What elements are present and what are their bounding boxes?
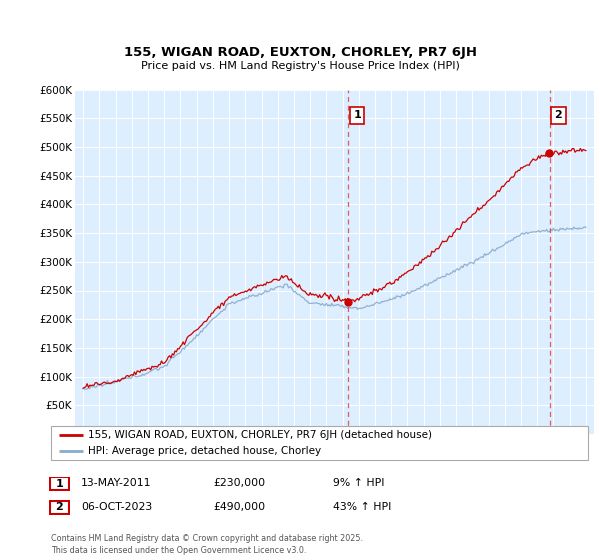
Text: 2: 2 — [56, 502, 63, 512]
Text: £490,000: £490,000 — [213, 502, 265, 512]
FancyBboxPatch shape — [50, 477, 68, 491]
Text: HPI: Average price, detached house, Chorley: HPI: Average price, detached house, Chor… — [88, 446, 320, 456]
Text: Price paid vs. HM Land Registry's House Price Index (HPI): Price paid vs. HM Land Registry's House … — [140, 61, 460, 71]
Text: 06-OCT-2023: 06-OCT-2023 — [81, 502, 152, 512]
Text: £230,000: £230,000 — [213, 478, 265, 488]
Text: 13-MAY-2011: 13-MAY-2011 — [81, 478, 151, 488]
Text: Contains HM Land Registry data © Crown copyright and database right 2025.
This d: Contains HM Land Registry data © Crown c… — [51, 534, 363, 555]
Text: 2: 2 — [554, 110, 562, 120]
Text: 1: 1 — [353, 110, 361, 120]
FancyBboxPatch shape — [51, 426, 588, 460]
Text: 155, WIGAN ROAD, EUXTON, CHORLEY, PR7 6JH: 155, WIGAN ROAD, EUXTON, CHORLEY, PR7 6J… — [124, 46, 476, 59]
Text: 43% ↑ HPI: 43% ↑ HPI — [333, 502, 391, 512]
FancyBboxPatch shape — [50, 501, 68, 514]
Text: 155, WIGAN ROAD, EUXTON, CHORLEY, PR7 6JH (detached house): 155, WIGAN ROAD, EUXTON, CHORLEY, PR7 6J… — [88, 430, 431, 440]
Text: 9% ↑ HPI: 9% ↑ HPI — [333, 478, 385, 488]
Text: 1: 1 — [56, 479, 63, 489]
